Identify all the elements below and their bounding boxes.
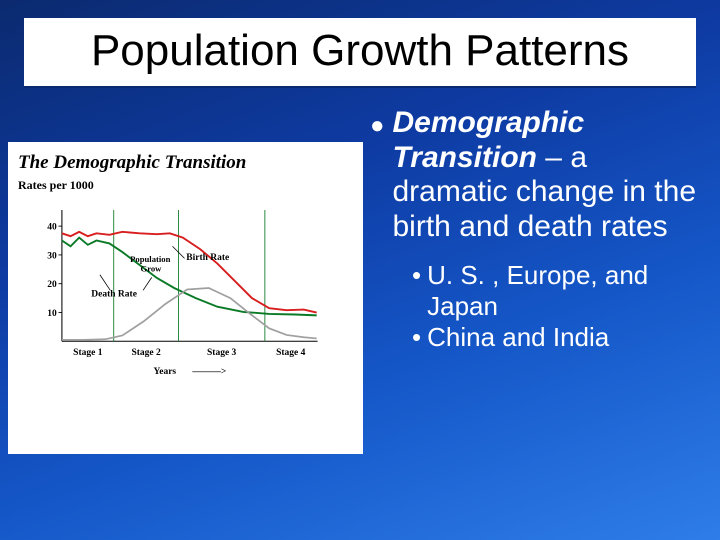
pop-growth-label-1: Population (130, 254, 170, 264)
main-bullet: ● Demographic Transition – a dramatic ch… (370, 106, 700, 244)
sub-bullet-item: •China and India (412, 322, 700, 353)
bullet-icon: ● (370, 112, 385, 140)
death-rate-line (62, 238, 317, 316)
x-axis-label: Years (153, 367, 176, 377)
growth-leader (143, 277, 152, 290)
sub-bullet-list: •U. S. , Europe, and Japan•China and Ind… (412, 260, 700, 354)
chart-panel: The Demographic Transition Rates per 100… (8, 142, 363, 454)
text-column: ● Demographic Transition – a dramatic ch… (370, 106, 700, 354)
birth-rate-label: Birth Rate (186, 253, 229, 263)
svg-text:30: 30 (47, 251, 57, 261)
title-bar: Population Growth Patterns (24, 18, 696, 88)
pop-growth-label-2: Grow (141, 263, 163, 273)
chart-title: The Demographic Transition (8, 142, 363, 178)
sub-bullet-text: China and India (427, 322, 609, 353)
slide-title: Population Growth Patterns (40, 26, 680, 76)
x-axis-arrow: ———> (191, 367, 226, 377)
sub-bullet-icon: • (412, 322, 421, 353)
sub-bullet-icon: • (412, 260, 421, 291)
svg-text:40: 40 (47, 223, 57, 233)
svg-text:10: 10 (47, 309, 57, 319)
svg-text:Stage 3: Stage 3 (207, 348, 237, 358)
chart-svg: 10 20 30 40 Birth Rate Death Rate Populatio… (38, 210, 338, 400)
death-leader (100, 275, 110, 291)
main-bullet-text: Demographic Transition – a dramatic chan… (393, 106, 701, 244)
slide-root: Population Growth Patterns The Demograph… (0, 0, 720, 540)
svg-text:Stage 4: Stage 4 (276, 348, 306, 358)
birth-rate-line (62, 232, 317, 313)
y-axis-title: Rates per 1000 (8, 178, 363, 193)
stage-labels: Stage 1 Stage 2 Stage 3 Stage 4 (73, 348, 305, 358)
svg-text:20: 20 (47, 280, 57, 290)
svg-text:Stage 2: Stage 2 (131, 348, 161, 358)
sub-bullet-item: •U. S. , Europe, and Japan (412, 260, 700, 322)
death-rate-label: Death Rate (91, 289, 137, 299)
stage-dividers (114, 210, 265, 341)
y-ticks: 10 20 30 40 (47, 223, 62, 319)
sub-bullet-text: U. S. , Europe, and Japan (427, 260, 700, 322)
svg-text:Stage 1: Stage 1 (73, 348, 103, 358)
